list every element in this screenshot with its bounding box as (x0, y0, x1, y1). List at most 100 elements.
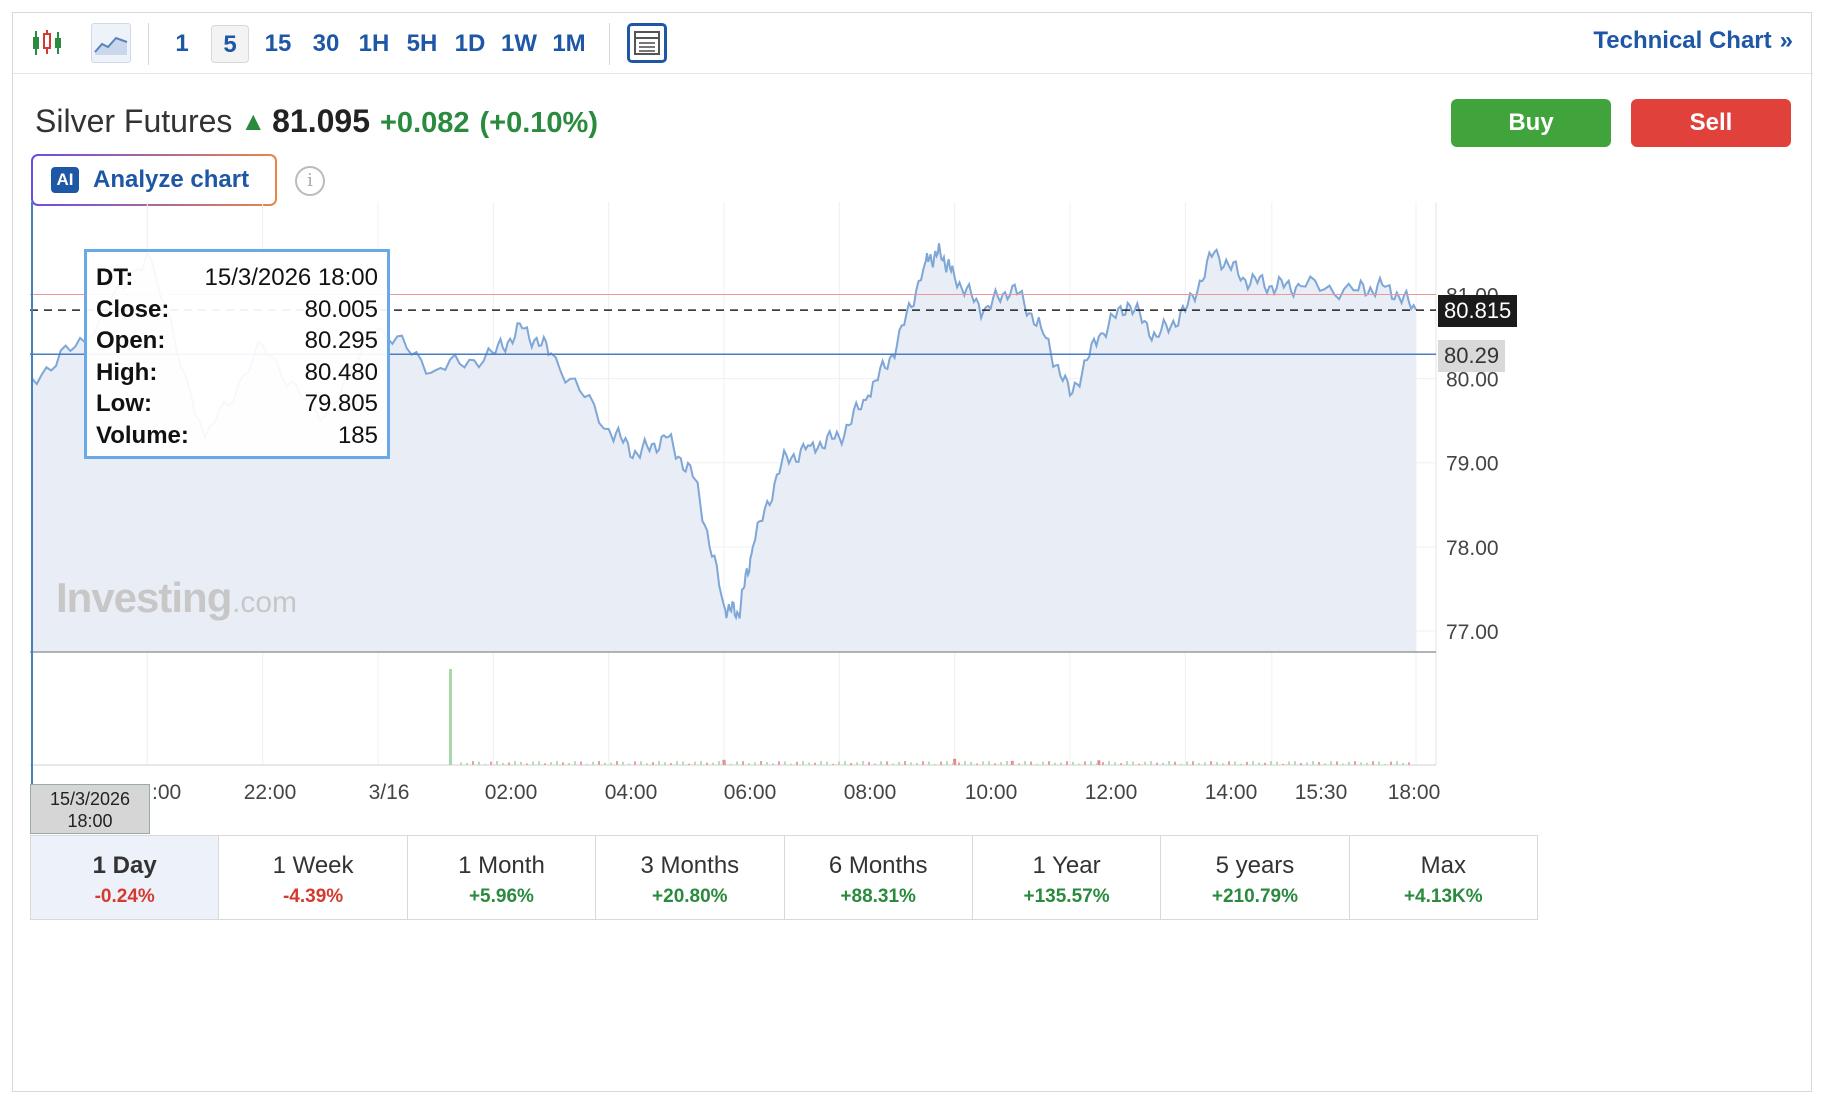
period-label: 1 Month (458, 852, 545, 879)
tooltip-key: Open: (96, 327, 166, 354)
volume-bar (622, 761, 624, 765)
volume-bar (1294, 761, 1296, 765)
period-1-day[interactable]: 1 Day -0.24% (31, 836, 220, 919)
volume-bar (1168, 761, 1170, 765)
period-max[interactable]: Max +4.13K% (1350, 836, 1537, 919)
volume-bar (1072, 761, 1074, 765)
info-icon[interactable]: i (295, 166, 325, 196)
volume-bar (1186, 761, 1188, 765)
volume-bar (670, 763, 672, 765)
period-6-months[interactable]: 6 Months +88.31% (785, 836, 973, 919)
volume-bar (1042, 761, 1044, 765)
layout-icon[interactable] (627, 23, 667, 63)
volume-bar (550, 762, 552, 765)
volume-bar (1060, 762, 1062, 765)
timeframe-1m[interactable]: 1M (552, 30, 586, 57)
volume-bar (760, 761, 762, 765)
volume-bar (1264, 762, 1266, 765)
timeframe-30[interactable]: 30 (312, 30, 340, 57)
volume-bar (1090, 761, 1092, 765)
tooltip-row: Volume: 185 (96, 420, 378, 452)
volume-bar (1012, 762, 1014, 765)
volume-bar (886, 761, 888, 765)
volume-bar (1174, 761, 1176, 765)
volume-bar (820, 761, 822, 765)
volume-bar (1210, 761, 1212, 765)
timeframe-1d[interactable]: 1D (454, 30, 486, 57)
volume-bar (1066, 761, 1068, 765)
tooltip-row: DT: 15/3/2026 18:00 (96, 262, 378, 294)
candlestick-icon[interactable] (27, 23, 67, 63)
period-1-week[interactable]: 1 Week -4.39% (219, 836, 408, 919)
volume-bar (976, 763, 978, 765)
volume-bar (754, 762, 756, 765)
period-change: +20.80% (652, 886, 728, 907)
volume-bar (880, 761, 882, 765)
cursor-date-label: 15/3/2026 18:00 (30, 784, 150, 834)
period-label: Max (1420, 852, 1466, 879)
volume-bar (862, 761, 864, 765)
technical-chart-label: Technical Chart (1593, 27, 1772, 54)
buy-button[interactable]: Buy (1451, 99, 1611, 147)
volume-bar (1138, 763, 1140, 765)
volume-bar (640, 761, 642, 765)
volume-bar (466, 762, 468, 765)
period-change: +210.79% (1211, 886, 1298, 907)
area-chart-icon[interactable] (91, 23, 131, 63)
volume-bar (808, 762, 810, 765)
timeframe-1[interactable]: 1 (175, 30, 189, 57)
volume-bar (700, 761, 702, 765)
volume-bar (496, 761, 498, 765)
timeframe-1w[interactable]: 1W (501, 30, 537, 57)
x-tick-label: 06:00 (724, 781, 777, 804)
volume-bar (472, 761, 474, 765)
volume-bar (802, 761, 804, 765)
volume-bar (1054, 762, 1056, 765)
technical-chart-link[interactable]: Technical Chart » (1593, 27, 1793, 55)
timeframe-5[interactable]: 5 (211, 25, 249, 63)
chart-toolbar: 1 5 15 30 1H 5H 1D 1W 1M Technical Chart… (13, 13, 1813, 74)
volume-bar (958, 762, 960, 765)
volume-bar (1114, 762, 1116, 765)
volume-bar (730, 763, 732, 765)
volume-bar (1288, 761, 1290, 765)
volume-bar (964, 761, 966, 765)
volume-bar (1234, 761, 1236, 765)
volume-bar (1198, 763, 1200, 765)
volume-bar (1084, 761, 1086, 765)
volume-bar (1000, 762, 1002, 765)
volume-bar (1306, 762, 1308, 765)
period-1-month[interactable]: 1 Month +5.96% (408, 836, 597, 919)
volume-bar (664, 762, 666, 765)
volume-bar (520, 761, 522, 765)
volume-bar (652, 762, 654, 765)
volume-bar (616, 761, 618, 765)
period-change: +4.13K% (1403, 886, 1483, 907)
instrument-name: Silver Futures (35, 103, 233, 139)
timeframe-1h[interactable]: 1H (358, 30, 390, 57)
volume-bar (706, 762, 708, 765)
tooltip-row: High: 80.480 (96, 357, 378, 389)
period-3-months[interactable]: 3 Months +20.80% (596, 836, 785, 919)
analyze-chart-button[interactable]: AI Analyze chart (31, 154, 277, 206)
timeframe-5h[interactable]: 5H (406, 30, 438, 57)
sell-button[interactable]: Sell (1631, 99, 1791, 147)
volume-bar (1006, 761, 1008, 765)
tooltip-value: 80.480 (304, 358, 378, 386)
period-5-years[interactable]: 5 years +210.79% (1161, 836, 1350, 919)
period-label: 3 Months (640, 852, 740, 879)
tooltip-key: High: (96, 358, 158, 386)
price-change-pct: (+0.10%) (479, 107, 598, 139)
volume-bar (1336, 761, 1338, 765)
period-change: +5.96% (468, 886, 534, 907)
volume-bar (1354, 761, 1356, 765)
volume-bar (1162, 762, 1164, 765)
period-1-year[interactable]: 1 Year +135.57% (973, 836, 1162, 919)
volume-bar (478, 761, 480, 765)
volume-bar (988, 761, 990, 765)
volume-bar (526, 763, 528, 765)
volume-bar (796, 761, 798, 765)
volume-bar (1372, 761, 1374, 765)
timeframe-15[interactable]: 15 (264, 30, 292, 57)
